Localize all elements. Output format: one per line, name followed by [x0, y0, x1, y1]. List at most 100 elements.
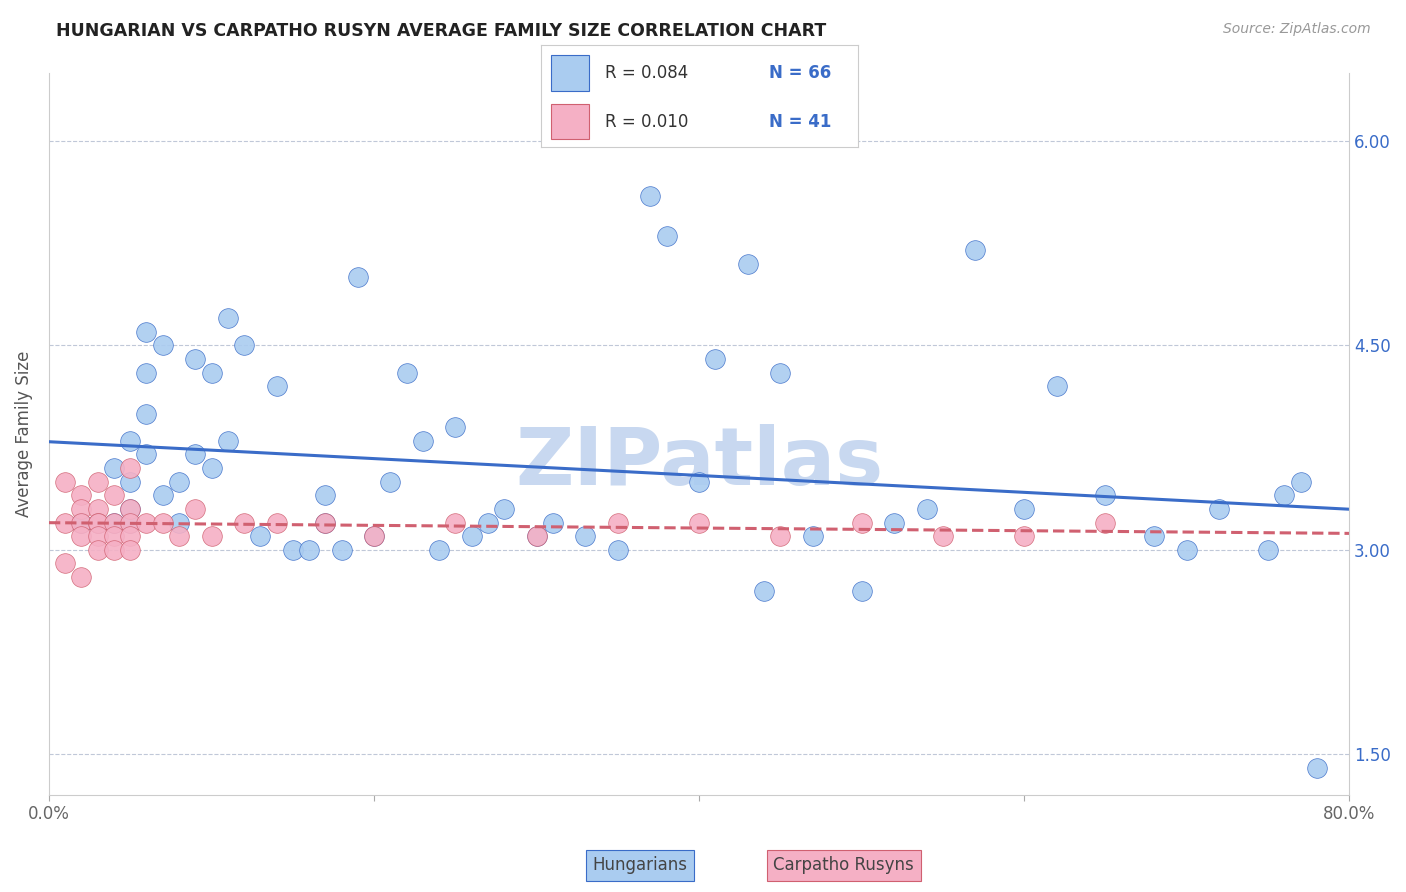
Point: [217, 434, 239, 448]
Point: [346, 270, 368, 285]
Point: [606, 542, 628, 557]
Point: [1046, 379, 1069, 393]
Point: [233, 338, 256, 352]
Point: [395, 366, 418, 380]
Point: [412, 434, 434, 448]
Point: [167, 516, 190, 530]
Point: [655, 229, 678, 244]
Point: [688, 516, 710, 530]
Point: [1257, 542, 1279, 557]
Point: [184, 352, 207, 367]
Point: [737, 257, 759, 271]
Point: [87, 502, 110, 516]
Point: [233, 516, 256, 530]
Point: [87, 516, 110, 530]
Point: [53, 557, 76, 571]
Point: [801, 529, 824, 543]
Point: [152, 488, 174, 502]
Text: Source: ZipAtlas.com: Source: ZipAtlas.com: [1223, 22, 1371, 37]
Point: [87, 542, 110, 557]
Point: [70, 570, 93, 584]
Point: [541, 516, 564, 530]
Point: [167, 529, 190, 543]
Text: R = 0.084: R = 0.084: [605, 64, 688, 82]
Point: [135, 325, 157, 339]
Point: [103, 529, 125, 543]
Point: [526, 529, 548, 543]
Point: [87, 516, 110, 530]
Point: [217, 311, 239, 326]
Point: [688, 475, 710, 489]
Point: [103, 461, 125, 475]
Point: [769, 529, 792, 543]
Point: [120, 542, 142, 557]
Point: [1012, 502, 1035, 516]
Point: [103, 542, 125, 557]
Point: [1094, 516, 1116, 530]
Point: [167, 475, 190, 489]
Point: [53, 475, 76, 489]
Point: [965, 243, 987, 257]
Point: [87, 516, 110, 530]
Point: [120, 502, 142, 516]
Point: [135, 447, 157, 461]
Point: [70, 529, 93, 543]
Text: ZIPatlas: ZIPatlas: [515, 424, 883, 502]
Point: [120, 475, 142, 489]
Point: [932, 529, 955, 543]
Text: N = 41: N = 41: [769, 112, 831, 130]
Point: [526, 529, 548, 543]
Point: [444, 420, 467, 434]
Point: [477, 516, 499, 530]
Point: [70, 502, 93, 516]
Point: [769, 366, 792, 380]
Point: [298, 542, 321, 557]
Point: [120, 502, 142, 516]
Point: [120, 434, 142, 448]
Point: [103, 516, 125, 530]
Point: [330, 542, 353, 557]
Bar: [551, 55, 589, 91]
Point: [87, 475, 110, 489]
Point: [640, 188, 662, 202]
Point: [314, 516, 336, 530]
Point: [120, 461, 142, 475]
Point: [152, 516, 174, 530]
Point: [200, 529, 222, 543]
Point: [103, 488, 125, 502]
Point: [120, 516, 142, 530]
Point: [574, 529, 596, 543]
Text: Carpatho Rusyns: Carpatho Rusyns: [773, 856, 914, 874]
Point: [87, 529, 110, 543]
Point: [494, 502, 516, 516]
Point: [1175, 542, 1198, 557]
Point: [135, 407, 157, 421]
Point: [1272, 488, 1295, 502]
Point: [266, 379, 288, 393]
Point: [314, 488, 336, 502]
Point: [103, 516, 125, 530]
Point: [883, 516, 905, 530]
Point: [363, 529, 385, 543]
Point: [1143, 529, 1166, 543]
Point: [200, 461, 222, 475]
Point: [249, 529, 271, 543]
Point: [152, 338, 174, 352]
Text: HUNGARIAN VS CARPATHO RUSYN AVERAGE FAMILY SIZE CORRELATION CHART: HUNGARIAN VS CARPATHO RUSYN AVERAGE FAMI…: [56, 22, 827, 40]
Point: [266, 516, 288, 530]
Point: [184, 447, 207, 461]
Point: [1094, 488, 1116, 502]
Text: N = 66: N = 66: [769, 64, 831, 82]
Point: [70, 488, 93, 502]
Text: R = 0.010: R = 0.010: [605, 112, 688, 130]
Point: [314, 516, 336, 530]
Point: [1012, 529, 1035, 543]
Point: [1289, 475, 1312, 489]
Point: [704, 352, 727, 367]
Point: [120, 529, 142, 543]
Point: [363, 529, 385, 543]
Point: [70, 516, 93, 530]
Point: [184, 502, 207, 516]
Point: [70, 516, 93, 530]
Point: [460, 529, 482, 543]
